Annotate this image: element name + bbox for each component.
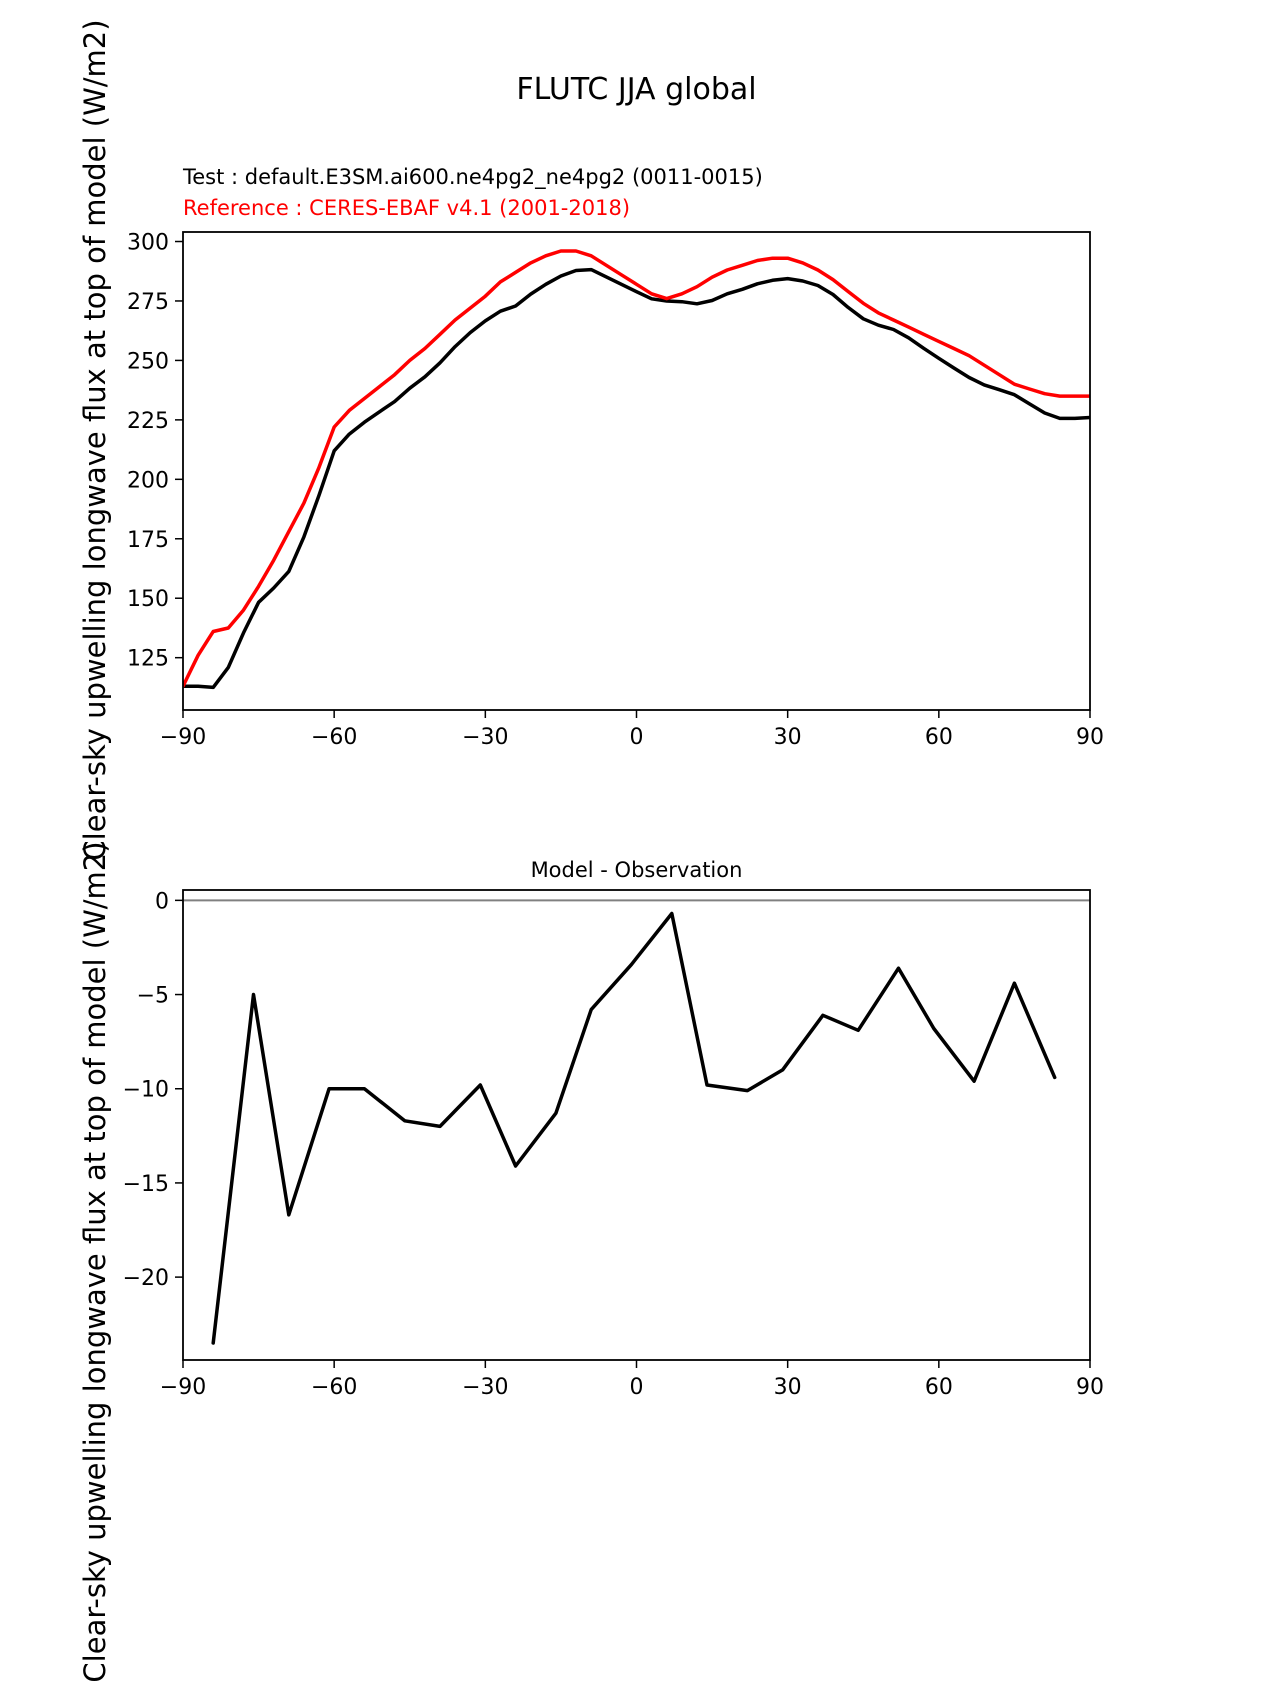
y-tick-label: −10 xyxy=(123,1078,169,1103)
difference-chart: −90 −60 −30 0 30 60 90 0 −5 −10 −15 −20 xyxy=(123,889,1104,1400)
y-axis-label-bottom-chart: Clear-sky upwelling longwave flux at top… xyxy=(78,841,112,1683)
x-tick-label: 60 xyxy=(925,725,953,750)
y-tick-label: −20 xyxy=(123,1266,169,1291)
y-tick-label: 250 xyxy=(127,349,169,374)
top-chart-series xyxy=(183,249,1090,688)
y-tick-label: 0 xyxy=(155,889,169,914)
x-tick-label: 30 xyxy=(774,1375,802,1400)
x-tick-label: −30 xyxy=(462,1375,508,1400)
x-tick-label: −90 xyxy=(160,725,206,750)
legend-reference-label: Reference : CERES-EBAF v4.1 (2001-2018) xyxy=(183,196,631,220)
y-tick-label: 225 xyxy=(127,409,169,434)
difference-chart-series xyxy=(211,911,1057,1345)
y-tick-label: −5 xyxy=(137,984,169,1009)
x-tick-label: 0 xyxy=(630,725,644,750)
y-tick-label: 300 xyxy=(127,231,169,256)
legend-test-label: Test : default.E3SM.ai600.ne4pg2_ne4pg2 … xyxy=(183,165,763,189)
x-tick-label: −30 xyxy=(462,725,508,750)
y-tick-label: 175 xyxy=(127,528,169,553)
x-tick-label: 90 xyxy=(1076,725,1104,750)
x-tick-label: 90 xyxy=(1076,1375,1104,1400)
y-tick-label: −15 xyxy=(123,1172,169,1197)
chart-title: FLUTC JJA global xyxy=(516,72,757,107)
x-tick-label: 0 xyxy=(630,1375,644,1400)
x-tick-label: −60 xyxy=(311,1375,357,1400)
difference-chart-title: Model - Observation xyxy=(530,858,743,882)
top-chart-series xyxy=(183,267,1090,690)
x-tick-label: 30 xyxy=(774,725,802,750)
x-tick-label: 60 xyxy=(925,1375,953,1400)
x-tick-label: −90 xyxy=(160,1375,206,1400)
y-tick-label: 275 xyxy=(127,290,169,315)
y-tick-label: 150 xyxy=(127,587,169,612)
y-axis-label-top-chart: Clear-sky upwelling longwave flux at top… xyxy=(78,19,112,861)
y-tick-label: 125 xyxy=(127,647,169,672)
top-chart: −90 −60 −30 0 30 60 90 125 150 175 200 225 250 275 300 xyxy=(127,231,1104,750)
x-tick-label: −60 xyxy=(311,725,357,750)
y-tick-label: 200 xyxy=(127,468,169,493)
